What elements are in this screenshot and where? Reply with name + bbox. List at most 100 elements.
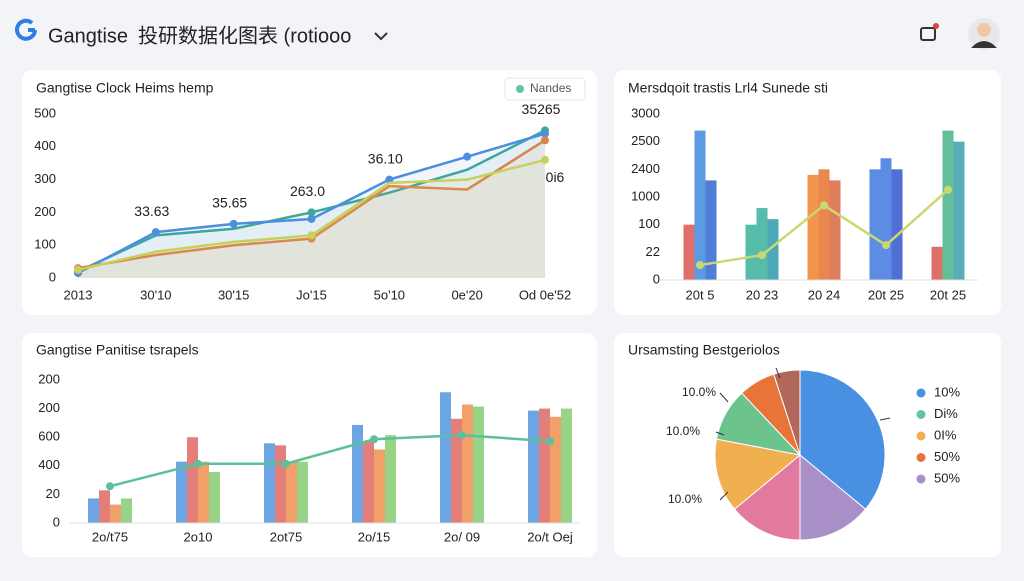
- legend-label: Nandes: [530, 81, 571, 95]
- trend-point: [820, 201, 828, 210]
- y-axis-label: 20: [46, 486, 60, 501]
- y-axis-label: 1000: [631, 188, 660, 203]
- trend-point: [546, 437, 554, 446]
- bar: [550, 416, 561, 523]
- bar: [440, 392, 451, 523]
- bar: [767, 219, 779, 280]
- bar: [121, 498, 132, 523]
- bar: [286, 461, 297, 523]
- legend-swatch: [916, 388, 926, 398]
- bar: [187, 437, 198, 523]
- y-axis-label: 2400: [631, 161, 660, 176]
- bar: [528, 410, 539, 523]
- x-tick-label: 20 23: [746, 287, 779, 302]
- annotation-arrow: [715, 431, 725, 436]
- y-axis-label: 400: [38, 457, 60, 472]
- x-tick-label: 30'15: [218, 287, 249, 302]
- bar: [198, 461, 209, 523]
- annotation: 35.65: [212, 195, 247, 211]
- y-axis-label: 200: [38, 400, 60, 415]
- chart-title: Gangtise Panitise tsrapels: [36, 342, 199, 358]
- point: [541, 155, 549, 164]
- x-tick-label: 30'10: [140, 287, 171, 302]
- bar: [462, 404, 473, 523]
- dropdown-arrow[interactable]: [374, 32, 388, 41]
- y-axis-label: 0: [653, 271, 660, 286]
- legend-swatch: [916, 431, 926, 441]
- bar: [209, 471, 220, 523]
- bar: [745, 224, 757, 280]
- legend-swatch: [916, 453, 926, 462]
- bar: [756, 208, 768, 280]
- chart-title: Gangtise Clock Heims hemp: [36, 80, 214, 96]
- bar: [807, 174, 819, 280]
- bar: [561, 408, 572, 523]
- bar: [275, 445, 286, 523]
- y-axis-label: 2500: [631, 133, 660, 148]
- annotation: 10.0%: [666, 424, 700, 438]
- notification-icon[interactable]: [920, 27, 936, 41]
- y-tick-label: 100: [34, 237, 56, 252]
- x-tick-label: 2o/t75: [92, 529, 128, 544]
- chart-title: Ursamsting Bestgeriolos: [628, 342, 780, 358]
- x-tick-label: 20t 25: [930, 287, 966, 302]
- y-axis-label: 22: [646, 244, 660, 259]
- trend-point: [758, 251, 766, 260]
- bar: [953, 141, 965, 280]
- point: [307, 231, 316, 240]
- annotation: 33.63: [134, 203, 169, 219]
- annotation-arrow: [719, 491, 729, 501]
- bar: [473, 406, 484, 523]
- avatar-body: [971, 41, 997, 48]
- x-tick-label: 20t 5: [686, 287, 715, 302]
- page-title[interactable]: 投研数据化图表 (rotiooo: [138, 24, 351, 47]
- bar: [891, 169, 903, 280]
- legend-swatch: [916, 474, 926, 484]
- bar: [363, 441, 374, 523]
- y-axis-label: 3000: [631, 105, 660, 120]
- bar: [683, 224, 695, 280]
- legend-label: 0I%: [934, 427, 957, 442]
- x-tick-label: Od 0e'52: [519, 287, 571, 302]
- trend-point: [882, 241, 890, 250]
- trend-line: [109, 433, 551, 488]
- pie-slice: [799, 453, 867, 541]
- bar: [110, 504, 121, 523]
- brand: Gangtise: [48, 25, 128, 47]
- pie-slice: [799, 369, 886, 510]
- avatar-face: [977, 23, 991, 37]
- trend-point: [458, 431, 466, 440]
- bar: [99, 490, 110, 523]
- notification-dot: [933, 23, 939, 29]
- y-axis-label: 100: [638, 216, 660, 231]
- x-tick-label: 2o/15: [358, 529, 391, 544]
- legend-label: 50%: [934, 470, 960, 485]
- y-tick-label: 500: [34, 105, 56, 120]
- annotation: 36.10: [368, 150, 403, 166]
- bar: [942, 130, 954, 280]
- point: [463, 152, 472, 161]
- trend-point: [194, 459, 202, 468]
- annotation: 263.0: [290, 183, 325, 199]
- legend-label: 50%: [934, 449, 960, 464]
- trend-point: [370, 435, 378, 444]
- bar: [88, 498, 99, 523]
- point: [229, 219, 238, 228]
- legend-swatch: [516, 85, 524, 93]
- area: [78, 140, 545, 278]
- bar: [385, 435, 396, 523]
- trend-point: [106, 482, 114, 491]
- logo: [15, 18, 37, 41]
- y-tick-label: 200: [34, 204, 56, 219]
- bar: [880, 158, 892, 280]
- bar: [264, 443, 275, 523]
- annotation: 10.0%: [668, 492, 702, 506]
- bar: [352, 424, 363, 523]
- trend-point: [696, 261, 704, 270]
- x-tick-label: 0e'20: [451, 287, 482, 302]
- chart-title: Mersdqoit trastis Lrl4 Sunede sti: [628, 80, 828, 96]
- legend-label: 10%: [934, 384, 960, 399]
- bar: [451, 418, 462, 523]
- point: [74, 265, 82, 274]
